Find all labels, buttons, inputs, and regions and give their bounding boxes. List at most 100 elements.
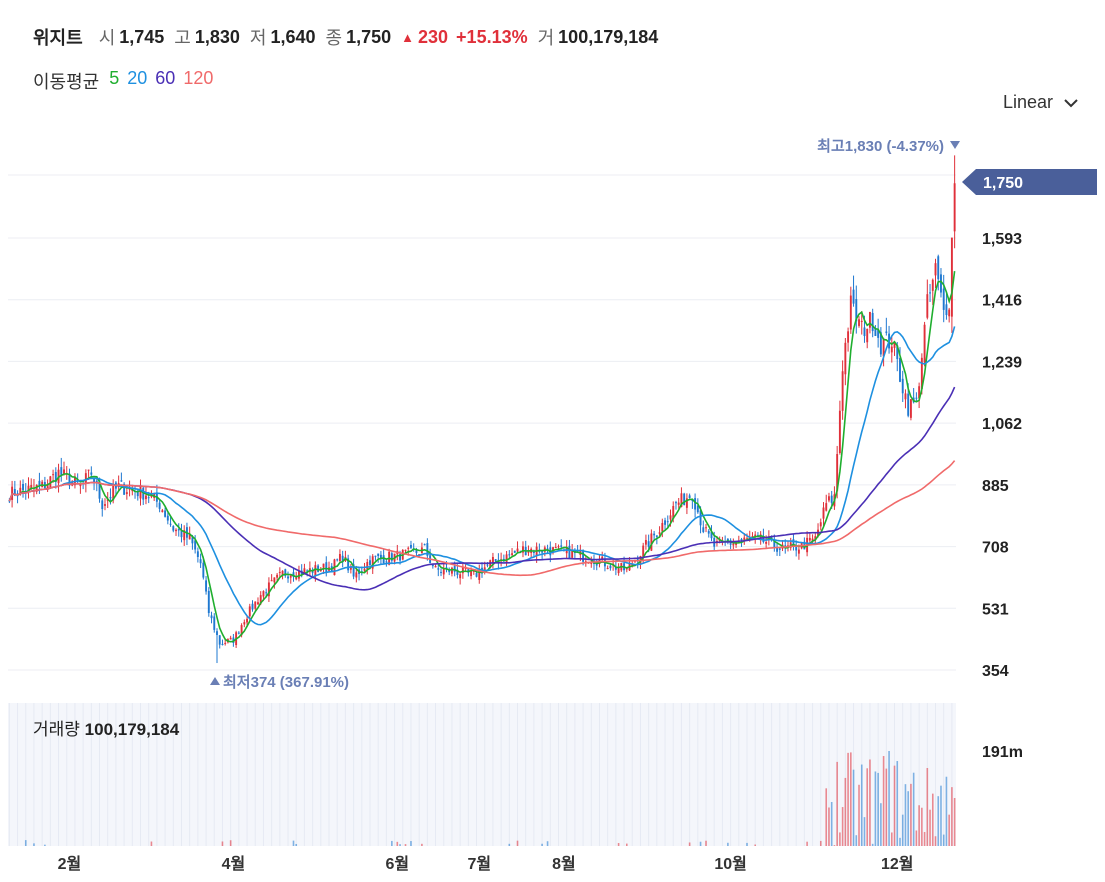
candle-body [937,256,940,280]
open-label: 시 [98,28,116,48]
candle-body [352,564,355,577]
volume-panel-bg [8,703,956,846]
volume-bar [951,787,953,846]
candle-body [450,567,453,574]
ma-legend-label: 이동평균 [33,72,100,92]
volume-bar [880,803,882,846]
candle-body [254,601,257,609]
candle-body [696,505,699,513]
candle-body [644,540,647,545]
ma-legend-120[interactable]: 120 [183,68,214,88]
grid-lines [8,174,956,671]
x-tick-label: 12월 [881,855,914,873]
low-value: 1,640 [270,26,316,47]
moving-average-lines [8,271,956,643]
candle-body [319,569,322,572]
volume-bar [825,788,828,846]
scale-selector[interactable]: Linear [1003,92,1079,113]
volume-bar [926,768,929,846]
volume-value: 100,179,184 [558,26,659,47]
candle-body [773,539,776,547]
candle-body [929,292,932,294]
candle-body [901,378,904,394]
volume-bar [516,840,519,846]
candle-body [470,570,473,577]
candle-body [822,507,825,519]
candle-body [128,488,131,490]
candle-body [371,556,374,569]
candle-body [363,568,366,571]
volume-bar [888,751,890,846]
candle-body [606,568,609,570]
candle-body [614,566,617,570]
candle-body [87,469,90,471]
volume-bar [688,842,691,846]
candle-body [60,467,63,475]
volume-bar [33,843,35,846]
candle-body [125,492,128,495]
candle-body [882,338,885,357]
candle-body [63,469,65,474]
candle-body [860,320,863,322]
y-tick-label: 1,239 [982,354,1022,371]
ma-line-120 [8,460,956,577]
candle-body [814,536,817,540]
candle-body [52,474,55,476]
x-tick-label: 8월 [552,855,576,873]
candle-body [295,577,298,580]
candle-body [101,500,104,510]
candle-body [459,574,462,579]
candle-body [770,537,773,539]
candle-body [142,487,145,500]
candle-body [557,546,560,548]
volume-bar [929,809,931,846]
candle-body [322,563,325,568]
candle-body [852,289,855,304]
candle-body [54,472,57,483]
candle-body [699,510,702,526]
ma-legend-5[interactable]: 5 [109,68,120,88]
candle-body [855,299,858,322]
candle-body [369,560,371,566]
candle-body [464,568,467,570]
ma-legend-20[interactable]: 20 [127,68,148,88]
candle-body [210,615,213,619]
candle-body [808,537,811,541]
volume-bars [24,751,956,846]
candle-body [879,332,882,355]
candle-body [890,346,893,353]
candle-body [945,304,948,316]
high-annotation: 최고1,830 (-4.37%) [817,137,944,155]
candle-body [838,410,841,454]
candle-body [541,551,544,553]
y-tick-label: 1,416 [982,293,1022,310]
candle-body [784,545,787,547]
candle-body [207,590,210,614]
candle-body [601,556,604,559]
candle-body [934,263,937,276]
y-axis-labels: 354 531 708 885 1,062 1,239 1,416 1,593 [982,231,1022,680]
volume-bar [915,830,918,846]
candle-body [347,558,350,571]
candle-body [213,616,216,630]
candle-body [273,577,276,583]
volume-bar [295,843,298,846]
candle-body [830,495,833,503]
candle-body [942,288,945,310]
candle-body [109,496,112,499]
low-annotation: 최저374 (367.91%) [223,673,349,691]
candle-body [240,625,243,636]
candle-body [669,515,672,520]
volume-bar [44,844,46,846]
candle-body [355,572,358,578]
ma-legend-60[interactable]: 60 [155,68,176,88]
candle-body [237,632,240,634]
candle-body [732,543,735,546]
ma-line-5 [8,271,956,643]
candle-body [710,531,713,539]
candle-body [511,553,514,555]
volume-bar [871,843,874,846]
candle-body [410,544,412,548]
volume-bar [508,843,511,846]
